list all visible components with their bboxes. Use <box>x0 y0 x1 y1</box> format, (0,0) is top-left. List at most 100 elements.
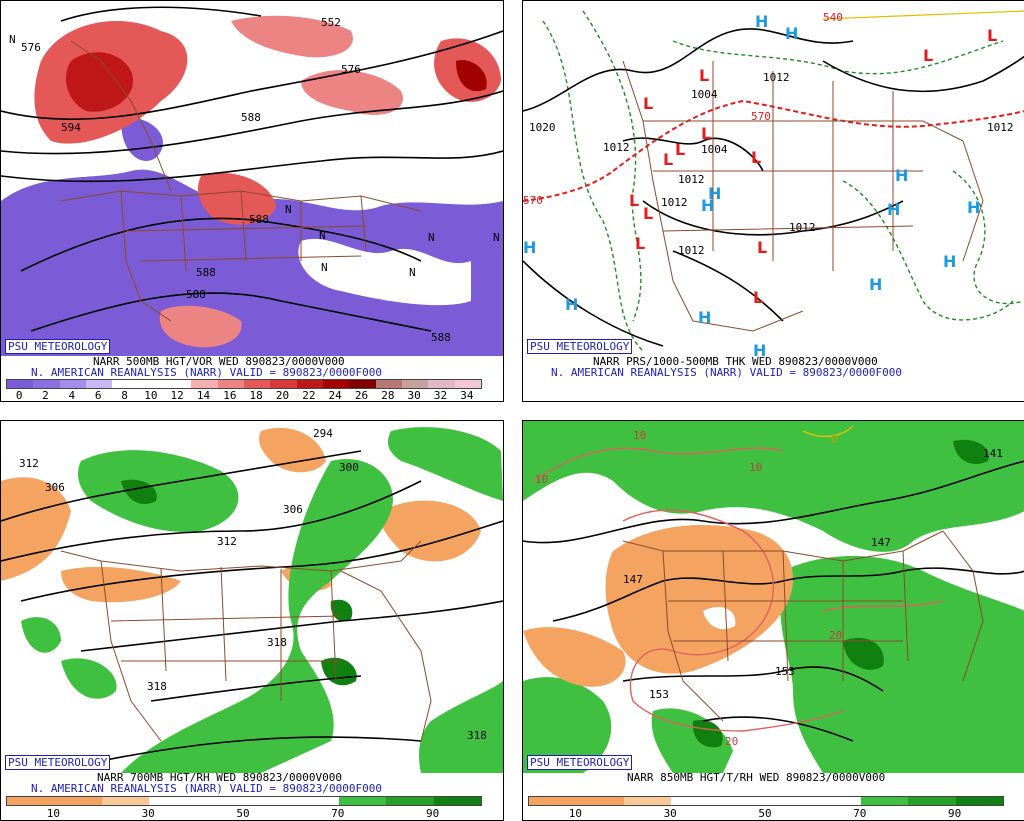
temperature-label: 0 <box>831 433 838 446</box>
colorbar-swatch <box>85 380 113 388</box>
colorbar-swatch <box>718 797 767 805</box>
isobar-label: 1012 <box>987 121 1014 134</box>
colorbar-tick-label: 30 <box>663 807 677 820</box>
low-pressure-marker: L <box>635 234 645 253</box>
colorbar-tick-label: 30 <box>141 807 155 820</box>
map-500mb: 576 552 576 594 588 588 588 588 588 N N … <box>1 1 503 356</box>
map-pressure: 1020 1004 1012 1004 1012 1012 1012 1012 … <box>523 1 1024 356</box>
colorbar-swatch <box>138 380 165 388</box>
rh-colorbar <box>528 796 1004 806</box>
colorbar-swatch <box>401 380 429 388</box>
colorbar-swatch <box>860 797 909 805</box>
high-pressure-marker: H <box>869 275 882 294</box>
colorbar-tick-label: 70 <box>853 807 867 820</box>
low-pressure-marker: L <box>751 148 761 167</box>
colorbar-swatch <box>338 797 387 805</box>
colorbar-swatch <box>296 380 323 388</box>
colorbar-tick-label: 32 <box>433 389 448 402</box>
colorbar-swatch <box>349 380 376 388</box>
colorbar-tick-label: 34 <box>460 389 474 402</box>
colorbar-tick-label: 24 <box>328 389 342 402</box>
colorbar-swatch <box>766 797 814 805</box>
colorbar-tick-label: 50 <box>236 807 250 820</box>
colorbar-swatch <box>623 797 672 805</box>
psu-meteorology-badge: PSU METEOROLOGY <box>5 755 111 770</box>
contour-label: 318 <box>267 636 287 649</box>
rh-colorbar <box>6 796 482 806</box>
low-pressure-marker: L <box>643 204 653 223</box>
chart-title-line1: NARR 500MB HGT/VOR WED 890823/0000V000 <box>93 355 345 368</box>
psu-meteorology-badge: PSU METEOROLOGY <box>5 339 111 354</box>
colorbar-tick-label: 26 <box>354 389 369 402</box>
colorbar-swatch <box>433 797 482 805</box>
contour-label: 552 <box>321 16 341 29</box>
contour-label: 147 <box>871 536 891 549</box>
high-pressure-marker: H <box>785 24 798 43</box>
vorticity-colorbar <box>6 379 482 389</box>
chart-title-line1: NARR 700MB HGT/RH WED 890823/0000V000 <box>97 771 343 784</box>
isobar-label: 1012 <box>763 71 790 84</box>
high-pressure-marker: H <box>753 341 766 356</box>
psu-meteorology-badge: PSU METEOROLOGY <box>527 755 633 770</box>
isobar-label: 1020 <box>529 121 556 134</box>
colorbar-swatch <box>529 797 577 805</box>
low-pressure-marker: L <box>629 191 639 210</box>
vort-max-label: N <box>428 231 435 244</box>
colorbar-tick-label: 30 <box>407 389 421 402</box>
contour-label: 10 <box>749 461 762 474</box>
vort-max-label: N <box>409 266 416 279</box>
vort-max-label: N <box>9 33 16 46</box>
high-pressure-marker: H <box>698 308 711 327</box>
colorbar-swatch <box>7 797 55 805</box>
contour-label: 141 <box>983 447 1003 460</box>
low-pressure-marker: L <box>643 94 653 113</box>
colorbar-swatch <box>576 797 624 805</box>
contour-label: 10 <box>535 473 548 486</box>
colorbar-swatch <box>243 380 271 388</box>
contour-label: 318 <box>467 729 487 742</box>
low-pressure-marker: L <box>663 150 673 169</box>
chart-title-line2: N. AMERICAN REANALYSIS (NARR) VALID = 89… <box>31 782 382 795</box>
colorbar-swatch <box>908 797 956 805</box>
contour-label: 300 <box>339 461 359 474</box>
colorbar-swatch <box>454 380 481 388</box>
contour-label: 10 <box>633 429 646 442</box>
contour-label: 306 <box>283 503 303 516</box>
rh-colorbar-ticks: 10 30 50 70 90 <box>6 807 480 820</box>
colorbar-tick-label: 8 <box>121 389 128 402</box>
low-pressure-marker: L <box>699 66 709 85</box>
contour-label: 588 <box>241 111 261 124</box>
colorbar-tick-label: 20 <box>275 389 290 402</box>
vort-max-label: N <box>493 231 500 244</box>
contour-label: 312 <box>217 535 237 548</box>
colorbar-swatch <box>196 797 245 805</box>
isobar-label: 1012 <box>789 221 816 234</box>
low-pressure-markers: L L L L L L L L L L L L L <box>629 26 997 307</box>
colorbar-swatch <box>428 380 455 388</box>
thickness-label: 570 <box>751 110 771 123</box>
colorbar-swatch <box>33 380 60 388</box>
contour-label: 312 <box>19 457 39 470</box>
low-pressure-marker: L <box>753 288 763 307</box>
chart-title-line2: N. AMERICAN REANALYSIS (NARR) VALID = 89… <box>31 366 382 379</box>
colorbar-tick-label: 90 <box>425 807 440 820</box>
colorbar-swatch <box>955 797 1004 805</box>
isobar-label: 1012 <box>603 141 630 154</box>
high-pressure-marker: H <box>967 198 980 217</box>
colorbar-tick-label: 16 <box>223 389 237 402</box>
colorbar-tick-label: 70 <box>331 807 345 820</box>
colorbar-tick-label: 28 <box>381 389 395 402</box>
temperature-label: 20 <box>725 735 738 748</box>
temperature-label: 20 <box>829 629 842 642</box>
low-pressure-marker: L <box>701 124 711 143</box>
contour-label: 147 <box>623 573 643 586</box>
high-pressure-marker: H <box>895 166 908 185</box>
low-pressure-marker: L <box>923 46 933 65</box>
vort-max-label: N <box>321 261 328 274</box>
colorbar-swatch <box>244 797 292 805</box>
map-700mb: 312 306 294 300 306 312 318 318 318 <box>1 421 503 773</box>
map-850mb: 10 10 10 147 147 153 153 141 20 20 0 <box>523 421 1024 773</box>
colorbar-swatch <box>322 380 350 388</box>
contour-label: 153 <box>775 665 795 678</box>
contour-label: 588 <box>186 288 206 301</box>
